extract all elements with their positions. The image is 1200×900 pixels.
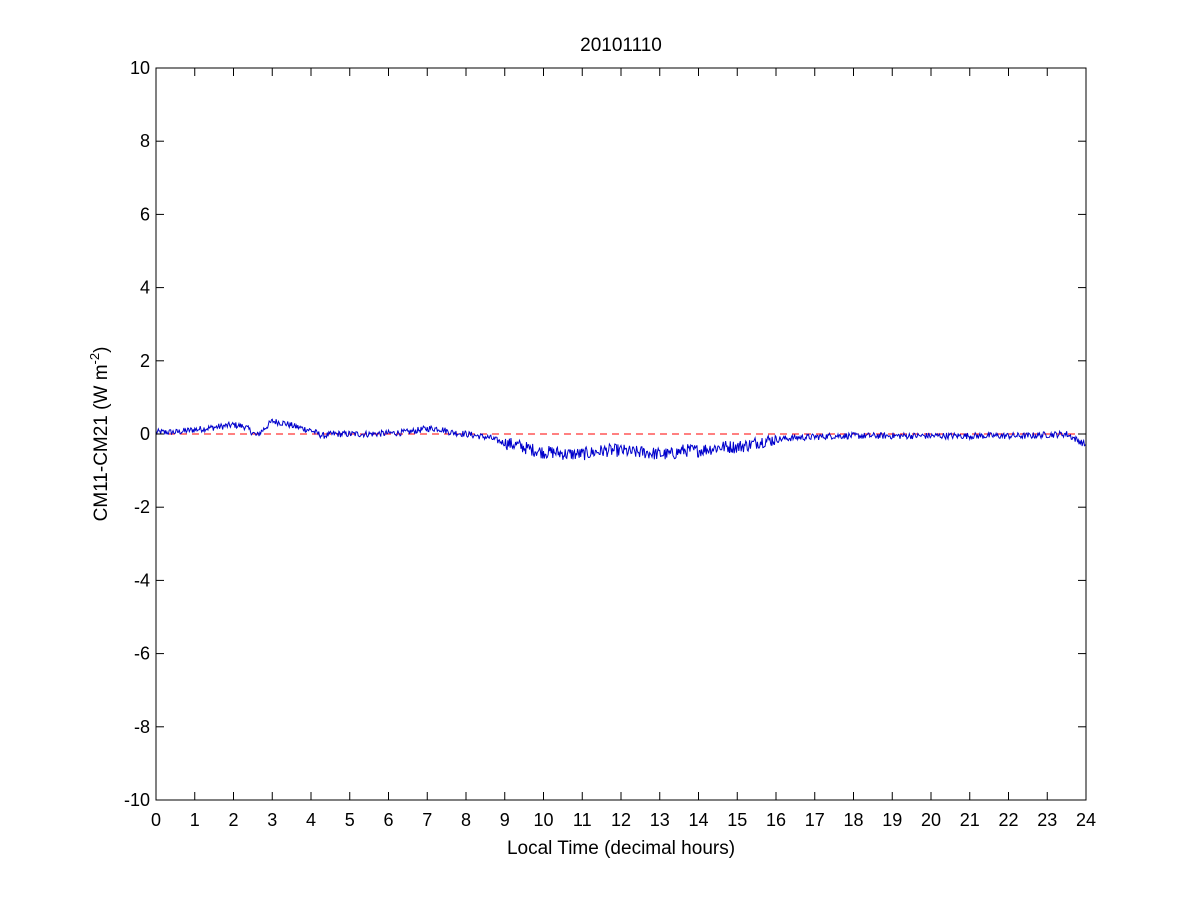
x-axis-ticks: 0 1 2 3 4 5 6 7 8 9 10 11 12 13 14 15 16 17 18 19 20 21 22 23 24 [151, 68, 1096, 830]
y-tick-label: 0 [140, 424, 150, 444]
y-tick-label: -8 [134, 717, 150, 737]
y-tick-label: 2 [140, 351, 150, 371]
y-tick-label: 6 [140, 204, 150, 224]
x-tick-label: 4 [306, 810, 316, 830]
x-tick-label: 21 [960, 810, 980, 830]
y-axis-title: CM11-CM21 (W m-2) [87, 347, 112, 522]
x-axis-title: Local Time (decimal hours) [507, 838, 735, 859]
x-tick-label: 9 [500, 810, 510, 830]
x-tick-label: 18 [843, 810, 863, 830]
x-tick-label: 6 [383, 810, 393, 830]
x-tick-label: 14 [688, 810, 708, 830]
series-line-0 [155, 418, 1087, 461]
x-tick-label: 24 [1076, 810, 1096, 830]
y-tick-label: -10 [124, 790, 150, 810]
x-tick-label: 22 [998, 810, 1018, 830]
x-tick-label: 15 [727, 810, 747, 830]
x-tick-label: 19 [882, 810, 902, 830]
x-tick-label: 1 [190, 810, 200, 830]
x-tick-label: 17 [805, 810, 825, 830]
x-tick-label: 23 [1037, 810, 1057, 830]
x-tick-label: 12 [611, 810, 631, 830]
x-tick-label: 10 [533, 810, 553, 830]
plot-area [155, 67, 1087, 801]
x-tick-label: 11 [573, 810, 592, 830]
x-tick-label: 3 [267, 810, 277, 830]
y-tick-label: -6 [134, 644, 150, 664]
y-tick-label: -4 [134, 570, 150, 590]
y-tick-label: 10 [130, 58, 150, 78]
y-tick-label: -2 [134, 497, 150, 517]
x-tick-label: 2 [228, 810, 238, 830]
x-tick-label: 5 [345, 810, 355, 830]
x-tick-label: 7 [422, 810, 432, 830]
y-tick-label: 8 [140, 131, 150, 151]
y-axis-ticks: -10 -8 -6 -4 -2 0 2 4 6 8 10 [124, 58, 1086, 810]
chart-title: 20101110 [580, 35, 662, 56]
x-tick-label: 8 [461, 810, 471, 830]
x-tick-label: 13 [650, 810, 670, 830]
x-tick-label: 0 [151, 810, 161, 830]
x-tick-label: 20 [921, 810, 941, 830]
y-tick-label: 4 [140, 278, 150, 298]
x-tick-label: 16 [766, 810, 786, 830]
